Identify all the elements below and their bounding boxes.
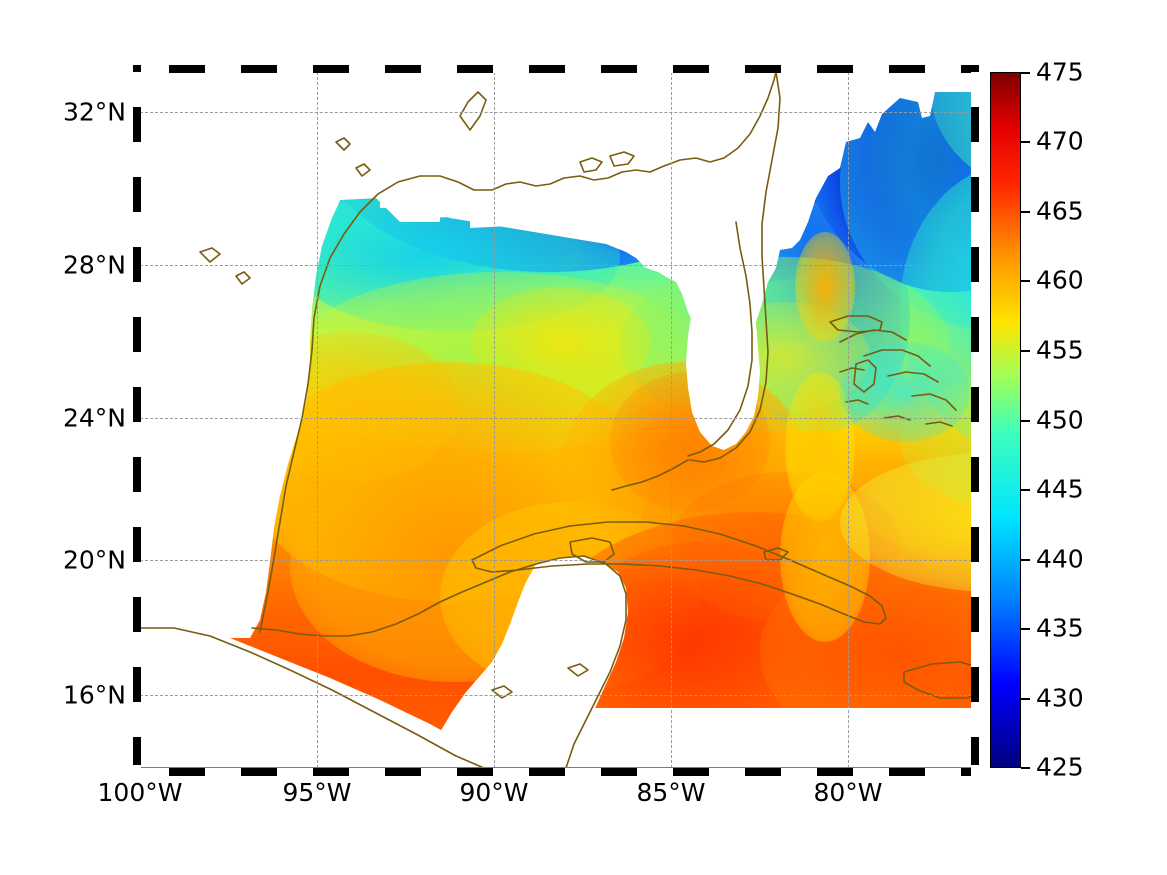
colorbar-label-450: 450 (1036, 405, 1084, 435)
map-border-bottom (133, 768, 979, 776)
gridline-95w (317, 72, 318, 768)
gridline-16n (140, 695, 972, 696)
y-tick-label-32n: 32°N (63, 97, 127, 127)
x-tick-label-85w: 85°W (636, 778, 706, 807)
x-tick-label-80w: 80°W (813, 778, 883, 807)
colorbar-tick-425 (1021, 767, 1030, 769)
colorbar-label-460: 460 (1036, 265, 1084, 295)
colorbar-label-455: 455 (1036, 335, 1084, 365)
colorbar-tick-450 (1021, 420, 1030, 422)
x-tick-label-95w: 95°W (282, 778, 352, 807)
y-tick-label-28n: 28°N (63, 250, 127, 280)
land-and-nodata-mask (140, 72, 972, 768)
colorbar-tick-460 (1021, 280, 1030, 282)
x-tick-label-100w: 100°W (97, 778, 183, 807)
gridline-80w (848, 72, 849, 768)
map-plot-area[interactable] (140, 72, 972, 768)
y-tick-label-20n: 20°N (63, 545, 127, 575)
gridline-85w (671, 72, 672, 768)
colorbar-label-475: 475 (1036, 57, 1084, 87)
gridline-32n (140, 112, 972, 113)
map-border-left (133, 65, 141, 776)
gridline-90w (494, 72, 495, 768)
map-border-right (971, 65, 979, 776)
x-tick-label-90w: 90°W (459, 778, 529, 807)
colorbar-label-465: 465 (1036, 196, 1084, 226)
colorbar-tick-430 (1021, 698, 1030, 700)
gridline-20n (140, 560, 972, 561)
y-tick-label-16n: 16°N (63, 680, 127, 710)
map-border-top (133, 65, 979, 73)
colorbar-tick-470 (1021, 141, 1030, 143)
colorbar-tick-435 (1021, 628, 1030, 630)
colorbar-label-425: 425 (1036, 752, 1084, 782)
y-tick-label-24n: 24°N (63, 403, 127, 433)
colorbar-label-440: 440 (1036, 544, 1084, 574)
colorbar-tick-465 (1021, 211, 1030, 213)
colorbar-tick-445 (1021, 489, 1030, 491)
colorbar-tick-455 (1021, 350, 1030, 352)
colorbar-tick-440 (1021, 559, 1030, 561)
colorbar-tick-475 (1021, 72, 1030, 74)
colorbar-label-435: 435 (1036, 613, 1084, 643)
gridline-24n (140, 418, 972, 419)
colorbar-label-430: 430 (1036, 683, 1084, 713)
colorbar[interactable] (990, 72, 1021, 768)
gridline-28n (140, 265, 972, 266)
colorbar-label-470: 470 (1036, 126, 1084, 156)
colorbar-gradient (991, 73, 1020, 767)
colorbar-label-445: 445 (1036, 474, 1084, 504)
